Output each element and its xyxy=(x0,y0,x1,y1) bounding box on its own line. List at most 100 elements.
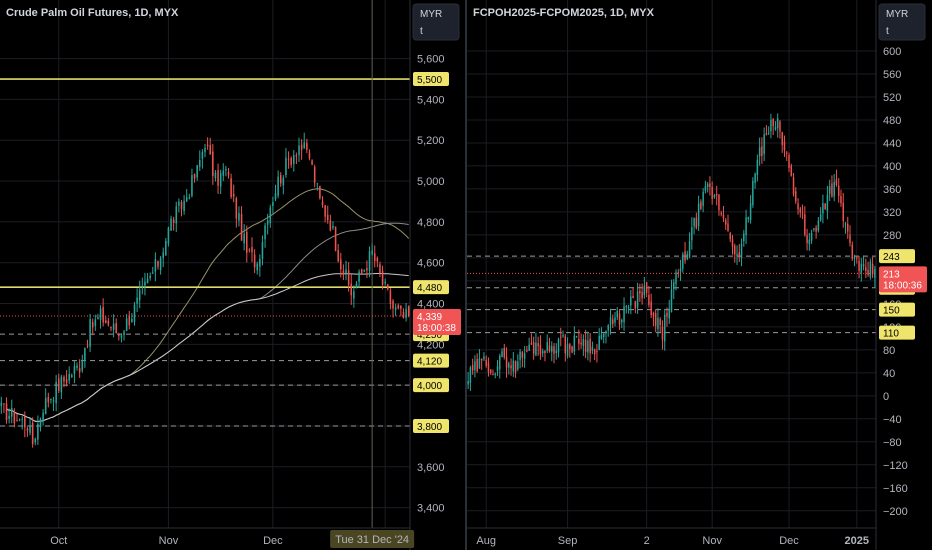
candle[interactable] xyxy=(713,193,716,199)
candle[interactable] xyxy=(648,285,650,308)
candle[interactable] xyxy=(724,217,727,230)
candle[interactable] xyxy=(720,210,722,217)
candle[interactable] xyxy=(844,221,847,234)
candle[interactable] xyxy=(505,347,508,378)
candle[interactable] xyxy=(136,288,138,313)
candle[interactable] xyxy=(201,149,204,169)
candle[interactable] xyxy=(68,366,70,385)
candle[interactable] xyxy=(471,358,474,375)
candle[interactable] xyxy=(185,189,188,203)
candle[interactable] xyxy=(523,345,526,368)
candle[interactable] xyxy=(151,266,154,275)
candle[interactable] xyxy=(526,345,528,353)
candle[interactable] xyxy=(31,417,34,448)
candle[interactable] xyxy=(319,185,321,200)
candle[interactable] xyxy=(659,317,661,333)
candle[interactable] xyxy=(206,137,209,150)
candle[interactable] xyxy=(198,150,201,171)
candle[interactable] xyxy=(779,119,781,139)
candle[interactable] xyxy=(528,337,530,351)
candle[interactable] xyxy=(162,247,164,268)
candle[interactable] xyxy=(157,260,159,270)
candle[interactable] xyxy=(63,375,65,388)
candle[interactable] xyxy=(269,204,272,228)
candle[interactable] xyxy=(578,329,580,351)
candle[interactable] xyxy=(316,182,319,191)
candle[interactable] xyxy=(788,152,790,173)
candle[interactable] xyxy=(212,144,214,185)
candle[interactable] xyxy=(193,173,196,183)
candle[interactable] xyxy=(840,189,842,207)
candle[interactable] xyxy=(360,268,363,275)
candle[interactable] xyxy=(34,437,37,446)
candle[interactable] xyxy=(146,273,149,284)
candle[interactable] xyxy=(345,260,347,281)
candle[interactable] xyxy=(400,305,402,317)
candle[interactable] xyxy=(384,278,386,286)
candle[interactable] xyxy=(571,345,573,354)
candle[interactable] xyxy=(813,227,815,232)
candle[interactable] xyxy=(503,343,506,360)
candle[interactable] xyxy=(264,222,266,248)
candle[interactable] xyxy=(248,248,251,253)
candle[interactable] xyxy=(209,137,212,155)
candle[interactable] xyxy=(611,314,614,328)
candle[interactable] xyxy=(311,159,313,166)
candle[interactable] xyxy=(621,318,623,329)
candle[interactable] xyxy=(65,370,68,387)
candle[interactable] xyxy=(373,245,376,268)
candle[interactable] xyxy=(219,169,222,195)
candle[interactable] xyxy=(684,242,686,264)
candle[interactable] xyxy=(609,308,612,335)
candle[interactable] xyxy=(625,305,628,314)
candle[interactable] xyxy=(492,369,494,376)
candle[interactable] xyxy=(478,349,481,369)
candle[interactable] xyxy=(178,198,180,213)
candle[interactable] xyxy=(159,255,162,275)
candle[interactable] xyxy=(308,149,311,161)
candle[interactable] xyxy=(847,216,849,239)
candle[interactable] xyxy=(485,355,487,368)
candle[interactable] xyxy=(494,372,496,379)
candle[interactable] xyxy=(133,301,136,326)
candle[interactable] xyxy=(329,214,332,232)
candle[interactable] xyxy=(118,332,120,341)
candle[interactable] xyxy=(569,342,571,358)
candle[interactable] xyxy=(353,285,355,308)
candle[interactable] xyxy=(165,237,167,256)
candle[interactable] xyxy=(274,184,277,202)
candle[interactable] xyxy=(37,415,39,445)
candle[interactable] xyxy=(645,281,648,298)
candle[interactable] xyxy=(532,336,535,360)
candle[interactable] xyxy=(627,304,630,314)
candle[interactable] xyxy=(871,257,874,279)
candle[interactable] xyxy=(300,139,303,160)
candle[interactable] xyxy=(706,181,709,193)
candle[interactable] xyxy=(266,213,269,235)
candle[interactable] xyxy=(287,151,290,169)
candle[interactable] xyxy=(293,149,295,172)
candle[interactable] xyxy=(654,309,657,333)
candle[interactable] xyxy=(149,272,151,281)
candle[interactable] xyxy=(781,131,783,153)
candle[interactable] xyxy=(727,214,729,232)
candle[interactable] xyxy=(862,255,865,271)
candle[interactable] xyxy=(722,205,725,223)
candle[interactable] xyxy=(89,313,91,353)
candle[interactable] xyxy=(693,217,695,235)
candle[interactable] xyxy=(290,156,292,168)
candle[interactable] xyxy=(729,231,732,243)
candle[interactable] xyxy=(634,300,637,314)
candle[interactable] xyxy=(376,256,379,268)
candle[interactable] xyxy=(243,224,245,251)
candle[interactable] xyxy=(591,341,594,355)
candle[interactable] xyxy=(326,205,329,224)
candle[interactable] xyxy=(837,178,840,203)
candle[interactable] xyxy=(799,206,802,218)
candle[interactable] xyxy=(512,351,515,378)
candle[interactable] xyxy=(736,245,738,265)
candle[interactable] xyxy=(42,409,44,426)
candle[interactable] xyxy=(688,232,691,259)
candle[interactable] xyxy=(115,318,117,334)
candle[interactable] xyxy=(306,138,308,154)
